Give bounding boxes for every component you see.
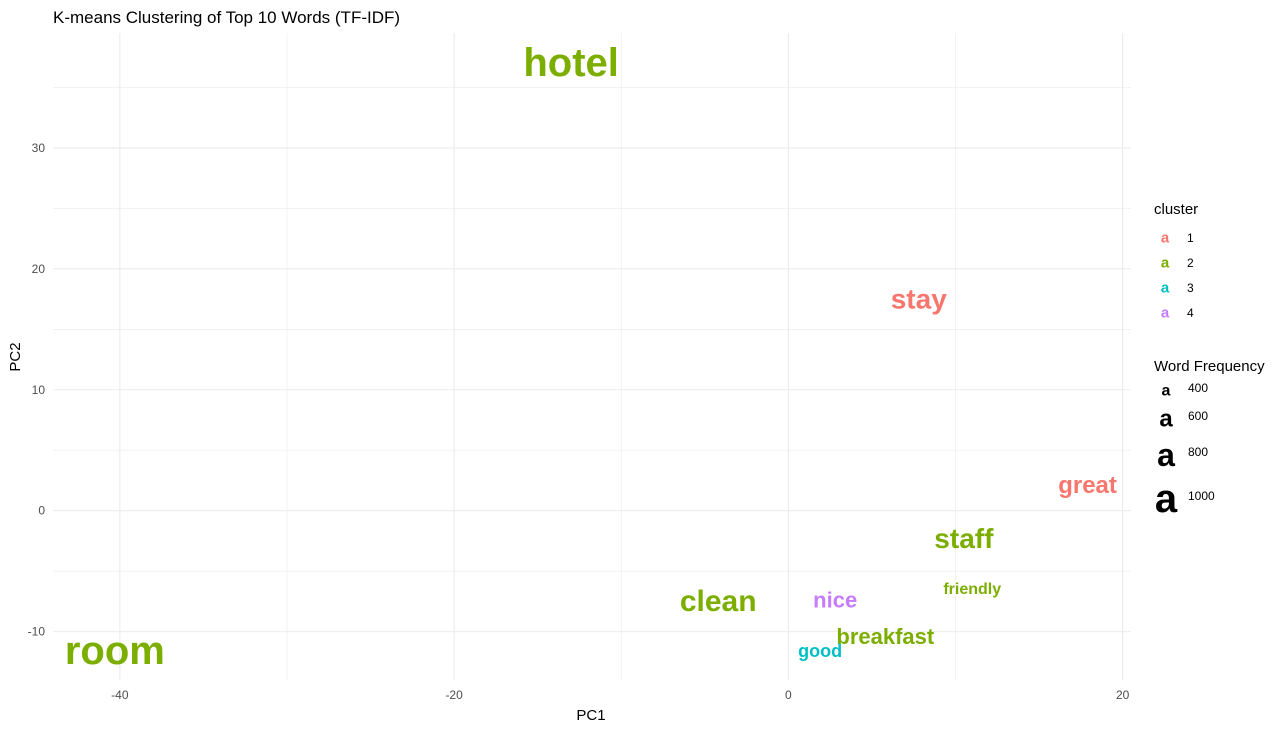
size-legend-key: a bbox=[1157, 437, 1175, 473]
grid-lines bbox=[53, 33, 1131, 680]
y-tick-label: 30 bbox=[32, 141, 46, 155]
word-clean: clean bbox=[680, 585, 757, 618]
x-tick-label: -40 bbox=[111, 688, 129, 702]
y-tick-label: 20 bbox=[32, 262, 46, 276]
size-legend-label: 1000 bbox=[1188, 489, 1215, 503]
word-hotel: hotel bbox=[523, 41, 619, 85]
x-tick-label: 20 bbox=[1116, 688, 1130, 702]
size-legend-label: 400 bbox=[1188, 381, 1208, 395]
cluster-legend-label: 4 bbox=[1187, 306, 1194, 320]
cluster-legend-label: 2 bbox=[1187, 256, 1194, 270]
axis-ticks: -40 -20 0 20 -10 0 10 20 30 bbox=[28, 141, 1130, 702]
size-legend-label: 600 bbox=[1188, 409, 1208, 423]
cluster-legend-key: a bbox=[1161, 230, 1170, 247]
word-breakfast: breakfast bbox=[836, 624, 935, 649]
word-nice: nice bbox=[813, 588, 857, 613]
size-legend-key: a bbox=[1155, 477, 1178, 521]
size-legend-key: a bbox=[1162, 383, 1171, 400]
word-friendly: friendly bbox=[943, 581, 1001, 598]
x-tick-label: -20 bbox=[445, 688, 463, 702]
word-stay: stay bbox=[891, 284, 947, 315]
cluster-legend-title: cluster bbox=[1154, 201, 1198, 218]
word-labels: hotel stay great staff friendly clean nice brea… bbox=[65, 41, 1117, 673]
word-great: great bbox=[1058, 472, 1117, 499]
size-legend-key: a bbox=[1159, 406, 1173, 433]
word-staff: staff bbox=[934, 523, 994, 554]
cluster-legend-key: a bbox=[1161, 255, 1170, 272]
x-tick-label: 0 bbox=[785, 688, 792, 702]
y-tick-label: 0 bbox=[38, 504, 45, 518]
frequency-legend: Word Frequency a 400 a 600 a 800 a 1000 bbox=[1154, 358, 1265, 521]
frequency-legend-title: Word Frequency bbox=[1154, 358, 1265, 375]
y-tick-label: -10 bbox=[28, 625, 46, 639]
x-axis-title: PC1 bbox=[576, 707, 605, 724]
cluster-legend-label: 3 bbox=[1187, 281, 1194, 295]
chart-title: K-means Clustering of Top 10 Words (TF-I… bbox=[53, 8, 400, 27]
cluster-legend-key: a bbox=[1161, 305, 1170, 322]
y-axis-title: PC2 bbox=[7, 342, 24, 371]
word-room: room bbox=[65, 629, 165, 673]
size-legend-label: 800 bbox=[1188, 445, 1208, 459]
cluster-legend: cluster a 1 a 2 a 3 a 4 bbox=[1154, 201, 1198, 322]
y-tick-label: 10 bbox=[32, 383, 46, 397]
word-good: good bbox=[798, 641, 842, 661]
cluster-legend-key: a bbox=[1161, 280, 1170, 297]
cluster-legend-label: 1 bbox=[1187, 231, 1194, 245]
